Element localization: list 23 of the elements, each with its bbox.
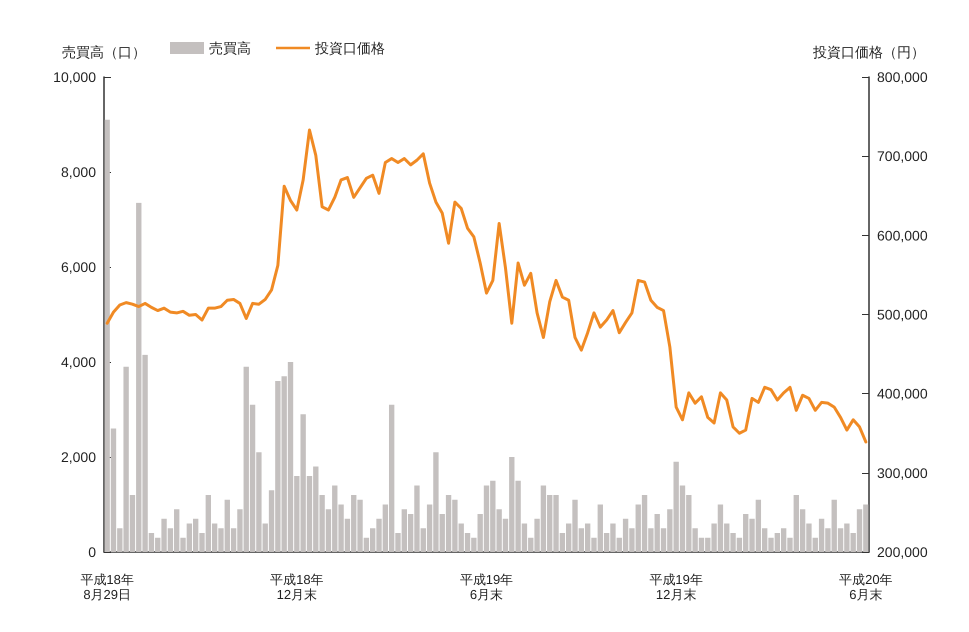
x-tick-label: 平成18年 12月末 [270,572,324,602]
y2-tick-label: 600,000 [877,227,928,244]
y2-tick-label: 800,000 [877,69,928,85]
y-tick-label: 6,000 [60,259,96,275]
y-tick-label: 4,000 [60,354,96,370]
y2-tick-label: 500,000 [877,306,928,322]
x-tick-label: 平成19年 6月末 [460,572,514,602]
y-tick-label: 10,000 [53,69,96,85]
y2-tick-label: 300,000 [877,464,928,481]
y-tick-label: 2,000 [60,449,96,465]
y2-tick-label: 200,000 [877,544,928,560]
x-tick-label: 平成19年 12月末 [649,572,703,602]
line-series [106,128,868,444]
y2-axis-title: 投資口価格（円） [812,44,925,60]
y-tick-label: 0 [88,544,96,560]
y-tick-label: 8,000 [60,164,96,180]
y2-tick-label: 700,000 [877,148,928,164]
y-axis-title: 売買高（口） [62,44,146,60]
y2-tick-label: 400,000 [877,386,928,402]
legend-label: 投資口価格 [314,40,385,56]
x-tick-label: 平成18年 8月29日 [80,572,134,602]
legend-label: 売買高 [209,40,251,56]
x-tick-label: 平成20年 6月末 [839,572,893,602]
